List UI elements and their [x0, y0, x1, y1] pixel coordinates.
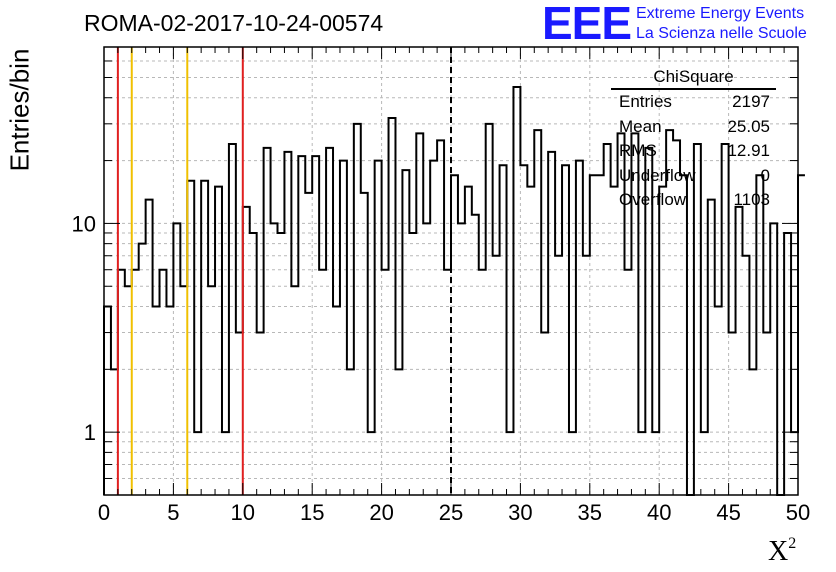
x-tick-label: 15 [300, 500, 324, 525]
stats-label: Underflow [619, 165, 696, 185]
x-tick-label: 25 [439, 500, 463, 525]
stats-row-overflow: Overflow 1103 [611, 188, 776, 213]
stats-row-underflow: Underflow 0 [611, 164, 776, 189]
stats-value: 2197 [732, 92, 770, 111]
x-tick-label: 30 [508, 500, 532, 525]
stats-value: 0 [760, 165, 770, 185]
y-tick-label: 1 [84, 420, 96, 445]
stats-title: ChiSquare [611, 66, 776, 90]
stats-label: Overflow [619, 190, 687, 209]
x-tick-label: 0 [98, 500, 110, 525]
x-tick-label: 5 [167, 500, 179, 525]
stats-value: 12.91 [727, 141, 770, 160]
y-tick-label: 10 [72, 211, 96, 236]
run-title: ROMA-02-2017-10-24-00574 [84, 10, 384, 36]
eee-logo: EEE Extreme Energy Events La Scienza nel… [542, 0, 832, 49]
x-tick-label: 10 [231, 500, 255, 525]
stats-value: 25.05 [727, 116, 770, 136]
x-axis-label-main: X [768, 536, 789, 567]
logo-line-2: La Scienza nelle Scuole [636, 25, 807, 42]
stats-row-rms: RMS 12.91 [611, 139, 776, 164]
x-tick-label: 35 [578, 500, 602, 525]
stats-label: Entries [619, 92, 672, 111]
logo-mark: EEE [542, 0, 632, 49]
x-axis-label: X2 [768, 535, 796, 568]
stats-value: 1103 [733, 190, 770, 209]
x-tick-label: 50 [786, 500, 810, 525]
y-axis-label: Entries/bin [4, 48, 35, 172]
stats-row-entries: Entries 2197 [611, 90, 776, 115]
stats-box: ChiSquare Entries 2197 Mean 25.05 RMS 12… [611, 66, 776, 213]
stats-label: Mean [619, 116, 662, 136]
stats-label: RMS [619, 141, 657, 160]
x-axis-label-sup: 2 [788, 535, 797, 552]
x-tick-label: 45 [716, 500, 740, 525]
x-tick-label: 40 [647, 500, 671, 525]
x-tick-label: 20 [369, 500, 393, 525]
logo-line-1: Extreme Energy Events [636, 5, 805, 22]
stats-row-mean: Mean 25.05 [611, 115, 776, 140]
